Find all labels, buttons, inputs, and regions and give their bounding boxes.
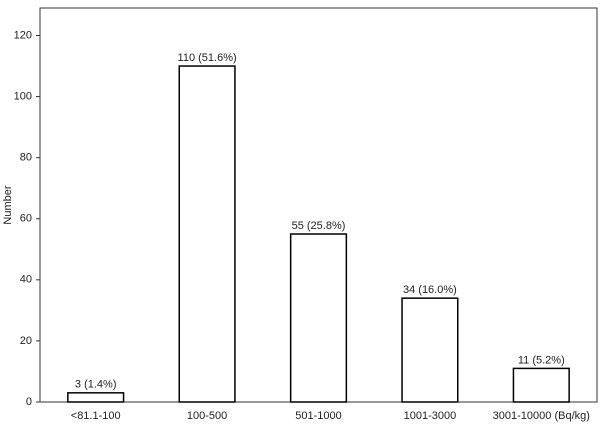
value-label: 110 (51.6%): [178, 52, 237, 64]
x-tick-label: 3001-10000 (Bq/kg): [493, 410, 590, 422]
value-label: 3 (1.4%): [75, 379, 117, 391]
bar: [512, 367, 570, 403]
x-tick-label: 1001-3000: [404, 410, 457, 422]
y-tick-label: 120: [14, 29, 32, 41]
y-tick-label: 80: [20, 152, 32, 164]
bar: [178, 65, 236, 403]
y-axis-label: Number: [2, 185, 14, 224]
bar: [289, 233, 348, 403]
value-label: 11 (5.2%): [518, 354, 565, 366]
bar: [67, 392, 125, 403]
value-label: 55 (25.8%): [292, 220, 346, 232]
bar: [401, 297, 459, 403]
value-label: 34 (16.0%): [403, 284, 457, 296]
y-tick-label: 100: [14, 90, 32, 102]
y-tick-label: 20: [20, 335, 32, 347]
y-tick-label: 40: [20, 274, 32, 286]
x-tick-label: <81.1-100: [71, 410, 121, 422]
y-tick-label: 0: [26, 396, 32, 408]
y-tick-label: 60: [20, 213, 32, 225]
x-tick-label: 100-500: [187, 410, 227, 422]
x-tick-label: 501-1000: [295, 410, 342, 422]
